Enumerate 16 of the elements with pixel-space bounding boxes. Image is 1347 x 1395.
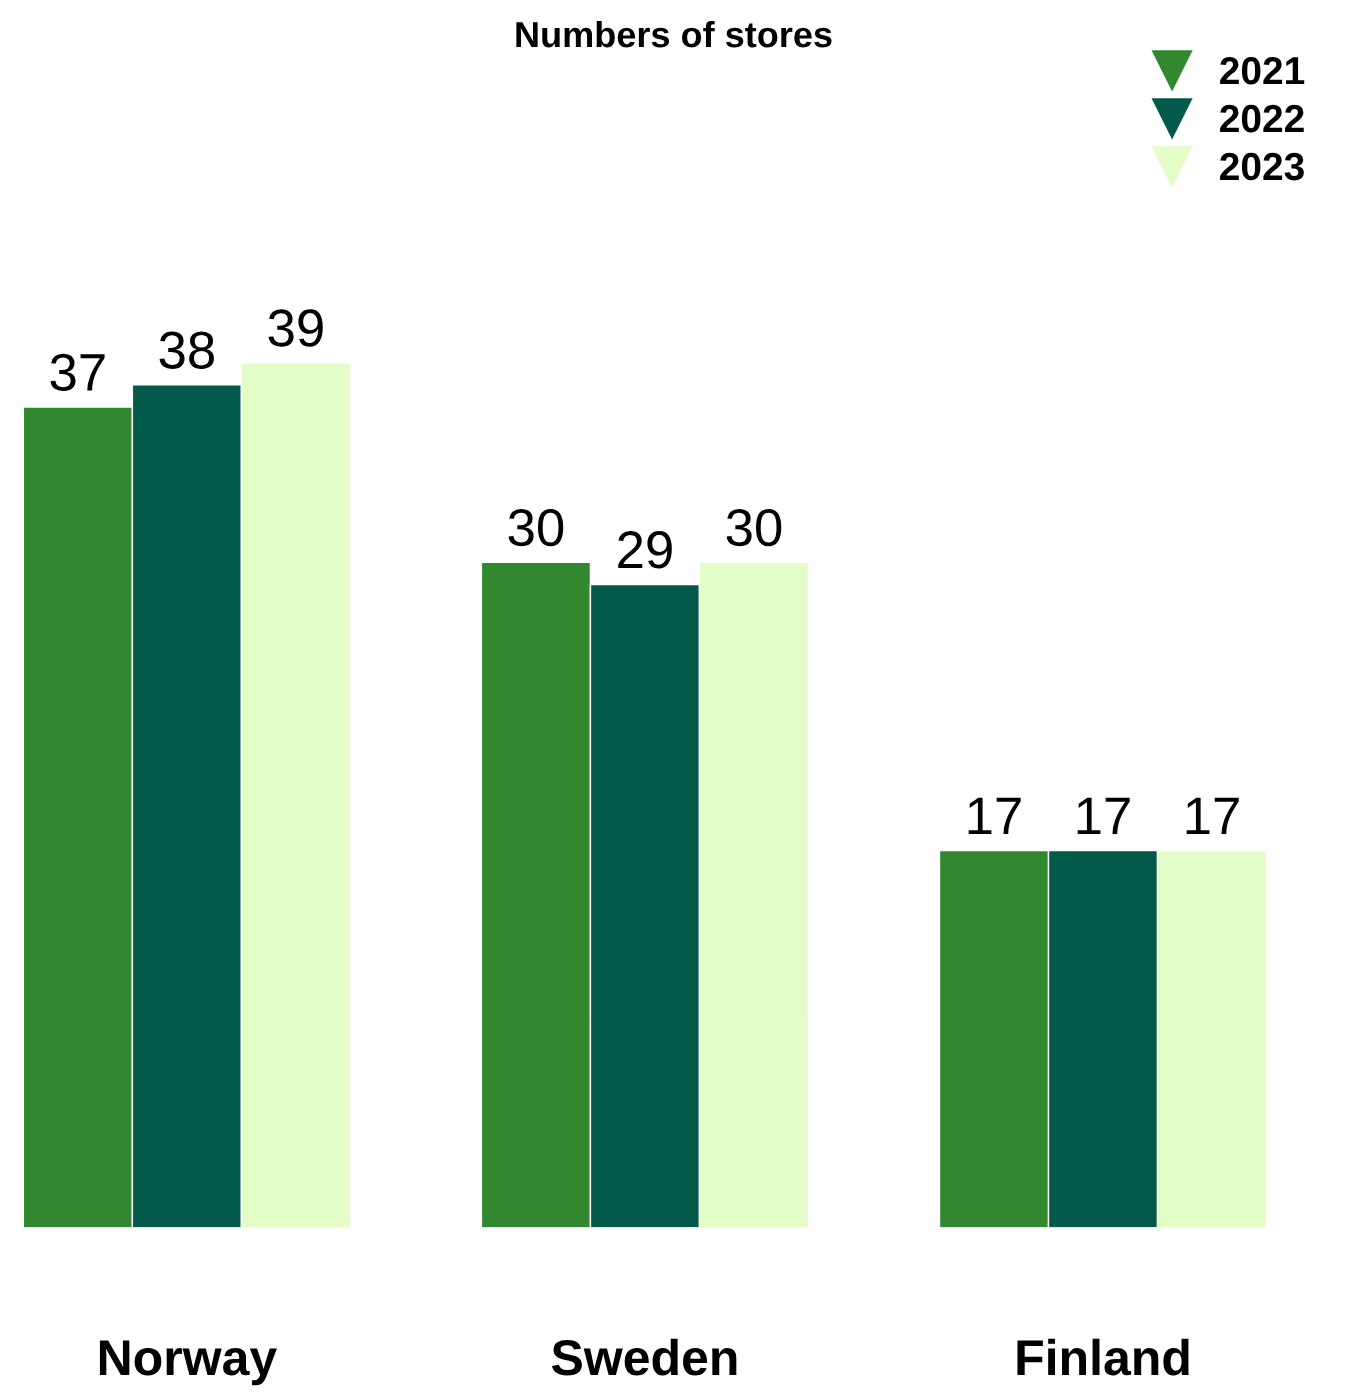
x-tick-label: Norway — [99, 1340, 277, 1386]
data-label: 38 — [159, 331, 214, 369]
x-tick-label: Sweden — [551, 1338, 737, 1376]
legend-label: 2022 — [1220, 104, 1304, 133]
chart-title: Numbers of stores — [516, 20, 832, 48]
legend-label: 2023 — [1220, 152, 1304, 181]
data-label: 30 — [508, 508, 564, 547]
data-label: 39 — [268, 309, 323, 347]
data-label: 17 — [968, 797, 1021, 835]
data-label: 29 — [618, 531, 672, 569]
data-label: 30 — [726, 508, 782, 547]
data-label: 17 — [1077, 797, 1130, 835]
legend-label: 2021 — [1220, 56, 1305, 85]
data-label: 37 — [50, 353, 105, 392]
x-tick-label: Finland — [1017, 1338, 1189, 1376]
data-label: 17 — [1186, 797, 1239, 835]
